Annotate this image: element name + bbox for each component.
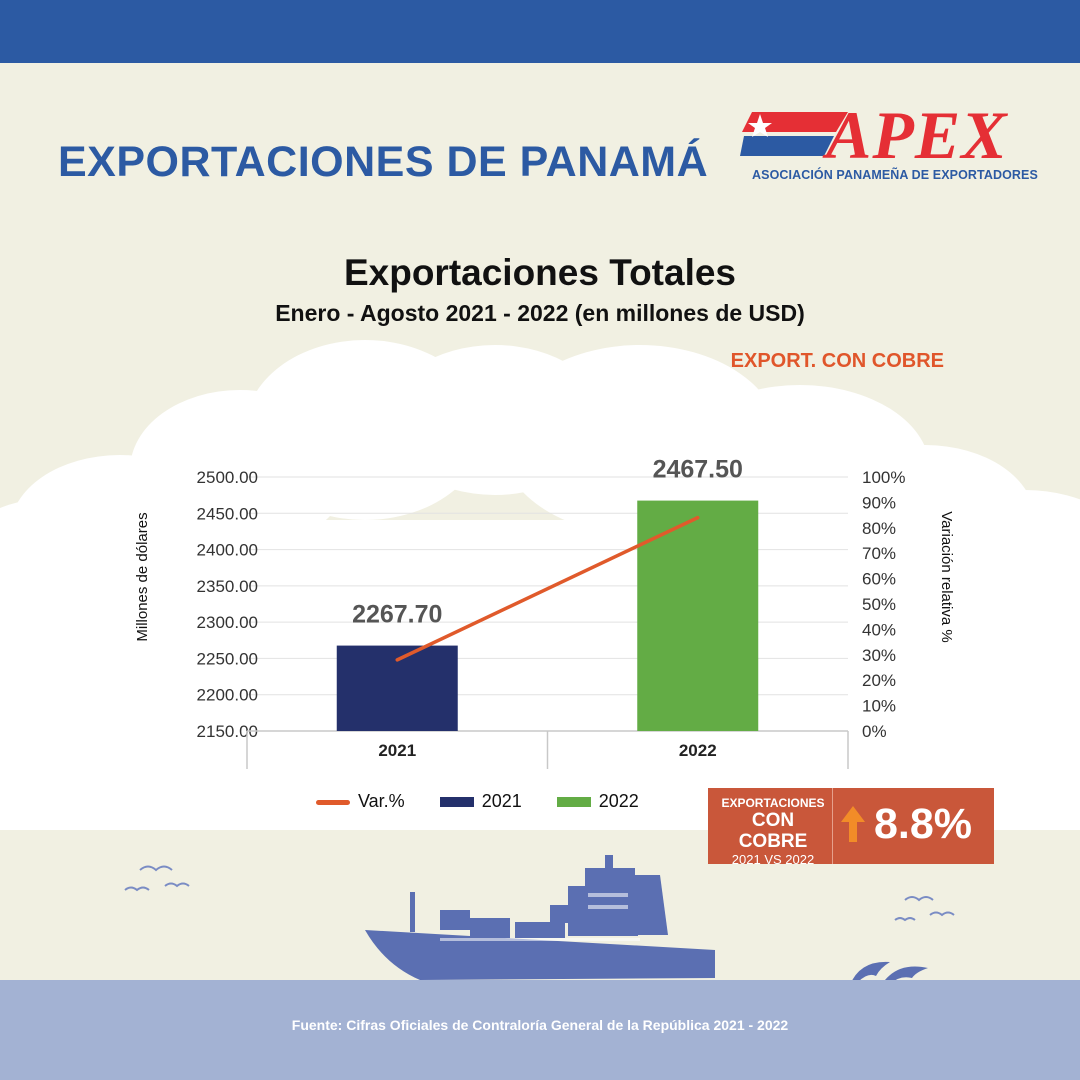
y2-tick-label: 10% — [862, 697, 896, 716]
bar-2022 — [637, 500, 759, 731]
chart-legend: Var.% 2021 2022 — [316, 790, 669, 812]
x-tick-label: 2022 — [679, 741, 717, 760]
y-tick-label: 2500.00 — [197, 468, 258, 487]
y2-tick-label: 90% — [862, 493, 896, 512]
page-title: EXPORTACIONES DE PANAMÁ — [58, 138, 709, 186]
logo-subtitle: ASOCIACIÓN PANAMEÑA DE EXPORTADORES — [752, 168, 1038, 182]
y2-tick-label: 80% — [862, 519, 896, 538]
y-tick-label: 2400.00 — [197, 541, 258, 560]
legend-label: Var.% — [358, 790, 405, 811]
legend-label: 2022 — [598, 790, 639, 811]
legend-item-2022: 2022 — [556, 790, 639, 812]
legend-label: 2021 — [481, 790, 522, 811]
birds-illustration — [124, 865, 955, 922]
var-series-line — [395, 515, 700, 662]
cloud-shape — [0, 340, 1080, 830]
y-tick-label: 2300.00 — [197, 613, 258, 632]
y-tick-label: 2150.00 — [197, 722, 258, 741]
top-banner — [0, 0, 1080, 63]
legend-item-2021: 2021 — [439, 790, 522, 812]
apex-logo: APEX ASOCIACIÓN PANAMEÑA DE EXPORTADORES — [738, 97, 1048, 186]
y2-tick-label: 70% — [862, 544, 896, 563]
badge-value: 8.8% — [874, 800, 973, 848]
legend-swatch-2021 — [439, 797, 474, 807]
legend-item-var: Var.% — [316, 791, 405, 812]
y2-tick-label: 0% — [862, 722, 887, 741]
x-tick-label: 2021 — [378, 741, 416, 760]
y2-tick-label: 30% — [862, 646, 896, 665]
arrow-up-icon — [841, 806, 865, 842]
y-tick-label: 2200.00 — [197, 686, 258, 705]
dolphins-illustration — [850, 961, 928, 985]
badge-line1: EXPORTACIONES — [721, 796, 825, 810]
y-tick-label: 2350.00 — [197, 577, 258, 596]
y-axis-title: Millones de dólares — [134, 512, 151, 641]
legend-swatch-line — [316, 799, 350, 805]
data-label-2022: 2467.50 — [653, 456, 743, 484]
badge-line2: CON COBRE — [738, 810, 808, 852]
y2-tick-label: 20% — [862, 671, 896, 690]
growth-badge: EXPORTACIONES CON COBRE 2021 VS 2022 8.8… — [708, 788, 994, 867]
y2-tick-label: 100% — [862, 468, 905, 487]
source-note: Fuente: Cifras Oficiales de Contraloría … — [291, 1017, 789, 1033]
logo-wordmark: APEX — [826, 97, 1008, 173]
y2-tick-label: 50% — [862, 595, 896, 614]
data-label-2021: 2267.70 — [352, 601, 442, 629]
badge-caption: EXPORTACIONES CON COBRE 2021 VS 2022 — [718, 796, 828, 867]
chart-title: Exportaciones Totales — [343, 252, 737, 293]
y-tick-label: 2250.00 — [197, 649, 258, 668]
y2-tick-label: 60% — [862, 570, 896, 589]
sea-band — [0, 980, 1080, 1080]
logo-flag-icon — [740, 112, 848, 156]
y2-axis-title: Variación relativa % — [938, 511, 955, 642]
y2-tick-label: 40% — [862, 620, 896, 639]
legend-swatch-2022 — [556, 797, 591, 807]
badge-divider — [832, 788, 833, 864]
badge-line3: 2021 VS 2022 — [731, 852, 815, 867]
chart-subtitle: Enero - Agosto 2021 - 2022 (en millones … — [275, 300, 805, 326]
ship-illustration — [365, 855, 715, 980]
y-tick-label: 2450.00 — [197, 504, 258, 523]
export-tag: EXPORT. CON COBRE — [730, 350, 944, 372]
